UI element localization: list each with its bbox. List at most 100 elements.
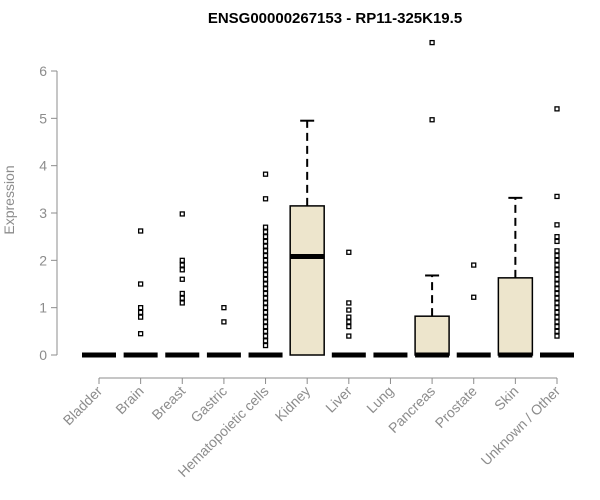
y-tick-label: 4 (39, 158, 47, 174)
outlier-point (554, 328, 560, 334)
outlier-point (262, 276, 269, 282)
box-group (206, 305, 241, 358)
box-group (289, 119, 325, 356)
outlier-point (346, 307, 352, 313)
outlier-point (179, 276, 185, 282)
outlier-point (429, 39, 435, 46)
outlier-point (262, 319, 269, 325)
outlier-point (137, 331, 144, 337)
y-axis: 0 1 2 3 4 5 6 (39, 63, 58, 363)
outlier-point (262, 257, 269, 263)
outlier-point (262, 300, 269, 306)
outlier-point (554, 193, 560, 200)
outlier-point (554, 319, 560, 325)
x-tick-label: Brain (112, 383, 146, 417)
outlier-point (471, 294, 477, 300)
outlier-point (554, 295, 560, 301)
outlier-point (554, 271, 560, 278)
outlier-point (137, 281, 144, 287)
outlier-point (554, 286, 560, 292)
outlier-point (262, 333, 269, 339)
outlier-point (554, 257, 560, 263)
outlier-point (179, 290, 185, 297)
outlier-point (262, 243, 269, 249)
outlier-point (262, 286, 269, 292)
outlier-point (262, 224, 269, 230)
y-tick-label: 5 (39, 110, 47, 126)
outlier-point (554, 300, 560, 306)
outlier-point (221, 305, 227, 311)
outlier-point (262, 262, 269, 268)
outlier-point (346, 333, 352, 339)
plot-area (82, 39, 574, 358)
outlier-point (554, 281, 560, 287)
outlier-point (554, 222, 560, 228)
outlier-point (554, 267, 560, 273)
outlier-point (554, 234, 560, 240)
box-group (331, 249, 366, 358)
outlier-point (179, 211, 185, 217)
outlier-point (554, 262, 560, 268)
outlier-point (179, 300, 185, 306)
outlier-point (262, 338, 269, 344)
y-tick-label: 6 (39, 63, 47, 79)
outlier-point (262, 314, 269, 320)
outlier-point (262, 248, 269, 254)
outlier-point (221, 319, 227, 325)
outlier-point (554, 252, 560, 259)
y-tick-label: 3 (39, 205, 47, 221)
box-group (123, 228, 158, 358)
outlier-point (346, 319, 352, 325)
outlier-point (137, 228, 144, 234)
box-group (497, 196, 534, 358)
x-tick-label: Lung (363, 383, 396, 416)
outlier-point (262, 234, 269, 240)
outlier-point (262, 271, 269, 278)
outlier-point (179, 262, 185, 268)
outlier-point (554, 323, 560, 330)
outlier-point (554, 238, 560, 245)
y-tick-label: 0 (39, 347, 47, 363)
outlier-point (262, 323, 269, 330)
outlier-point (262, 267, 269, 273)
outlier-point (262, 290, 269, 297)
outlier-point (346, 300, 352, 306)
outlier-point (262, 328, 269, 334)
outlier-point (262, 281, 269, 287)
outlier-point (554, 290, 560, 297)
outlier-point (262, 171, 269, 177)
box (497, 277, 534, 356)
x-tick-label: Unknown / Other (478, 383, 564, 469)
outlier-point (137, 314, 144, 320)
outlier-point (554, 309, 560, 316)
outlier-point (429, 117, 435, 123)
outlier-point (262, 305, 269, 311)
box-group (165, 211, 200, 358)
box (414, 315, 450, 356)
x-tick-label: Kidney (272, 383, 314, 425)
y-tick-label: 1 (39, 300, 47, 316)
outlier-point (554, 276, 560, 282)
outlier-point (262, 229, 269, 235)
outlier-point (262, 295, 269, 301)
x-tick-label: Prostate (432, 383, 480, 431)
box-group (540, 106, 574, 358)
outlier-point (262, 309, 269, 316)
box-group (456, 262, 491, 358)
outlier-point (179, 267, 185, 273)
x-tick-label: Liver (322, 383, 355, 416)
outlier-point (262, 342, 269, 349)
outlier-point (262, 252, 269, 259)
x-tick-label: Skin (491, 383, 522, 414)
outlier-point (137, 309, 144, 316)
outlier-point (554, 333, 560, 339)
outlier-point (554, 106, 560, 112)
outlier-point (262, 196, 269, 202)
outlier-point (554, 248, 560, 254)
y-tick-label: 2 (39, 252, 47, 268)
x-tick-label: Bladder (60, 383, 106, 429)
box (289, 205, 325, 356)
outlier-point (554, 305, 560, 311)
